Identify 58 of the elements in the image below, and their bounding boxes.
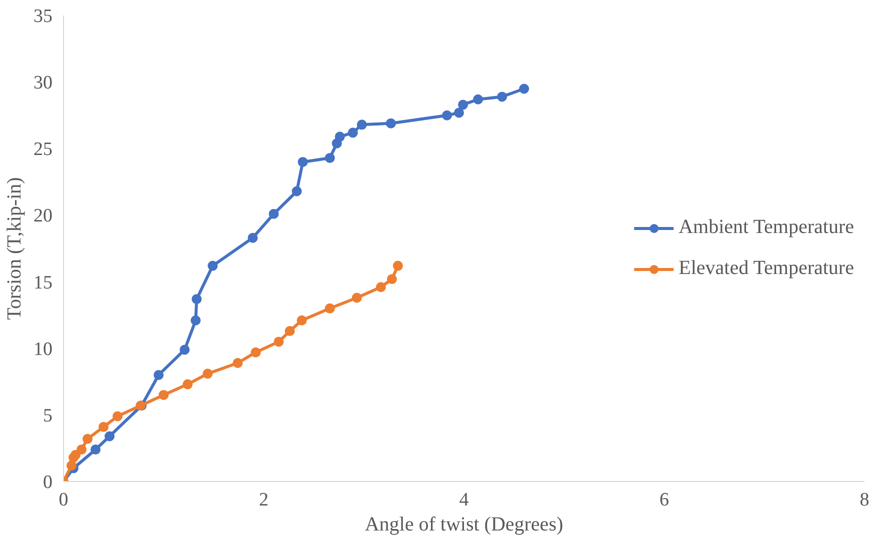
point <box>66 460 77 471</box>
point <box>268 208 279 219</box>
point <box>248 232 258 243</box>
point <box>519 84 530 94</box>
point <box>298 156 308 167</box>
point <box>386 118 396 128</box>
point <box>284 326 295 336</box>
y-tick-label: 20 <box>34 206 52 227</box>
point <box>324 152 335 163</box>
x-tick-label: 2 <box>259 490 268 510</box>
point <box>458 100 468 110</box>
y-tick-label: 5 <box>43 405 52 426</box>
y-tick-label: 15 <box>34 272 52 294</box>
point <box>324 303 335 314</box>
point <box>274 336 284 347</box>
point <box>202 368 213 379</box>
point <box>386 274 397 284</box>
point <box>154 370 164 380</box>
point <box>98 422 109 432</box>
y-tick-label: 35 <box>34 6 52 27</box>
y-axis-title: Torsion (T,kip-in) <box>4 177 26 320</box>
point <box>348 128 358 138</box>
legend-label: Elevated Temperature <box>678 257 854 280</box>
y-tick-label: 0 <box>43 472 52 493</box>
x-tick-label: 8 <box>860 490 870 510</box>
point <box>292 186 302 196</box>
y-tick-label: 25 <box>34 139 52 160</box>
point <box>158 390 169 400</box>
point <box>356 120 367 130</box>
point <box>454 108 464 118</box>
x-tick-label: 0 <box>58 490 68 510</box>
point <box>208 260 218 271</box>
point <box>70 450 81 460</box>
legend-label: Ambient Temperature <box>678 216 854 239</box>
y-tick-label: 10 <box>34 338 52 360</box>
point <box>392 260 403 271</box>
point <box>296 315 307 326</box>
point <box>497 92 508 102</box>
point <box>473 94 484 104</box>
y-tick-label: 30 <box>34 72 52 94</box>
point <box>104 431 115 442</box>
x-tick-label: 4 <box>459 490 470 510</box>
point <box>232 358 243 368</box>
point <box>190 315 201 326</box>
point <box>250 347 261 358</box>
point <box>82 434 93 444</box>
point <box>442 110 452 120</box>
point <box>112 411 123 422</box>
x-tick-label: 6 <box>660 490 669 510</box>
point <box>90 444 101 455</box>
x-axis-title: Angle of twist (Degrees) <box>364 514 564 536</box>
point <box>182 379 193 390</box>
point <box>376 282 386 292</box>
point <box>352 292 362 303</box>
point <box>180 344 190 355</box>
point <box>192 294 202 304</box>
point <box>334 132 345 142</box>
point <box>76 444 87 455</box>
